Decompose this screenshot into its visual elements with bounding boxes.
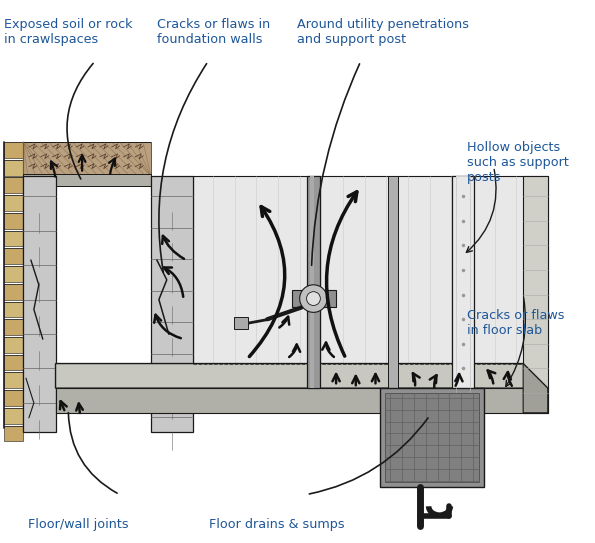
Polygon shape xyxy=(4,408,23,424)
Polygon shape xyxy=(4,426,23,441)
Polygon shape xyxy=(4,231,23,247)
Polygon shape xyxy=(4,284,23,300)
Text: Cracks or flaws in
foundation walls: Cracks or flaws in foundation walls xyxy=(156,17,270,46)
Polygon shape xyxy=(386,393,479,482)
Polygon shape xyxy=(4,372,23,388)
Polygon shape xyxy=(4,266,23,282)
Polygon shape xyxy=(23,174,151,186)
Polygon shape xyxy=(193,176,548,364)
Polygon shape xyxy=(23,142,151,176)
Text: Floor/wall joints: Floor/wall joints xyxy=(28,519,129,532)
Circle shape xyxy=(300,285,327,312)
Bar xyxy=(309,176,314,388)
Text: Cracks or flaws
in floor slab: Cracks or flaws in floor slab xyxy=(467,309,565,337)
Polygon shape xyxy=(4,142,151,427)
Bar xyxy=(234,317,249,329)
Polygon shape xyxy=(4,160,23,175)
Bar xyxy=(456,176,470,398)
Polygon shape xyxy=(4,142,23,158)
Polygon shape xyxy=(4,355,23,370)
Polygon shape xyxy=(4,301,23,317)
Polygon shape xyxy=(4,213,23,229)
Polygon shape xyxy=(4,195,23,211)
Bar xyxy=(292,290,336,307)
Text: Hollow objects
such as support
posts: Hollow objects such as support posts xyxy=(467,141,569,184)
Polygon shape xyxy=(380,388,484,487)
Bar xyxy=(452,176,474,398)
Bar xyxy=(456,176,470,398)
Text: Around utility penetrations
and support post: Around utility penetrations and support … xyxy=(297,17,469,46)
Text: Exposed soil or rock
in crawlspaces: Exposed soil or rock in crawlspaces xyxy=(4,17,133,46)
Bar xyxy=(306,176,320,388)
Polygon shape xyxy=(4,337,23,353)
Polygon shape xyxy=(4,390,23,406)
Bar xyxy=(389,176,398,388)
Polygon shape xyxy=(151,176,193,432)
Polygon shape xyxy=(23,176,55,432)
Polygon shape xyxy=(523,176,548,413)
Polygon shape xyxy=(523,364,548,413)
Polygon shape xyxy=(4,248,23,264)
Text: Floor drains & sumps: Floor drains & sumps xyxy=(209,519,345,532)
Polygon shape xyxy=(4,319,23,335)
Polygon shape xyxy=(4,178,23,193)
Circle shape xyxy=(306,292,320,306)
Polygon shape xyxy=(55,388,548,413)
Polygon shape xyxy=(55,364,548,388)
